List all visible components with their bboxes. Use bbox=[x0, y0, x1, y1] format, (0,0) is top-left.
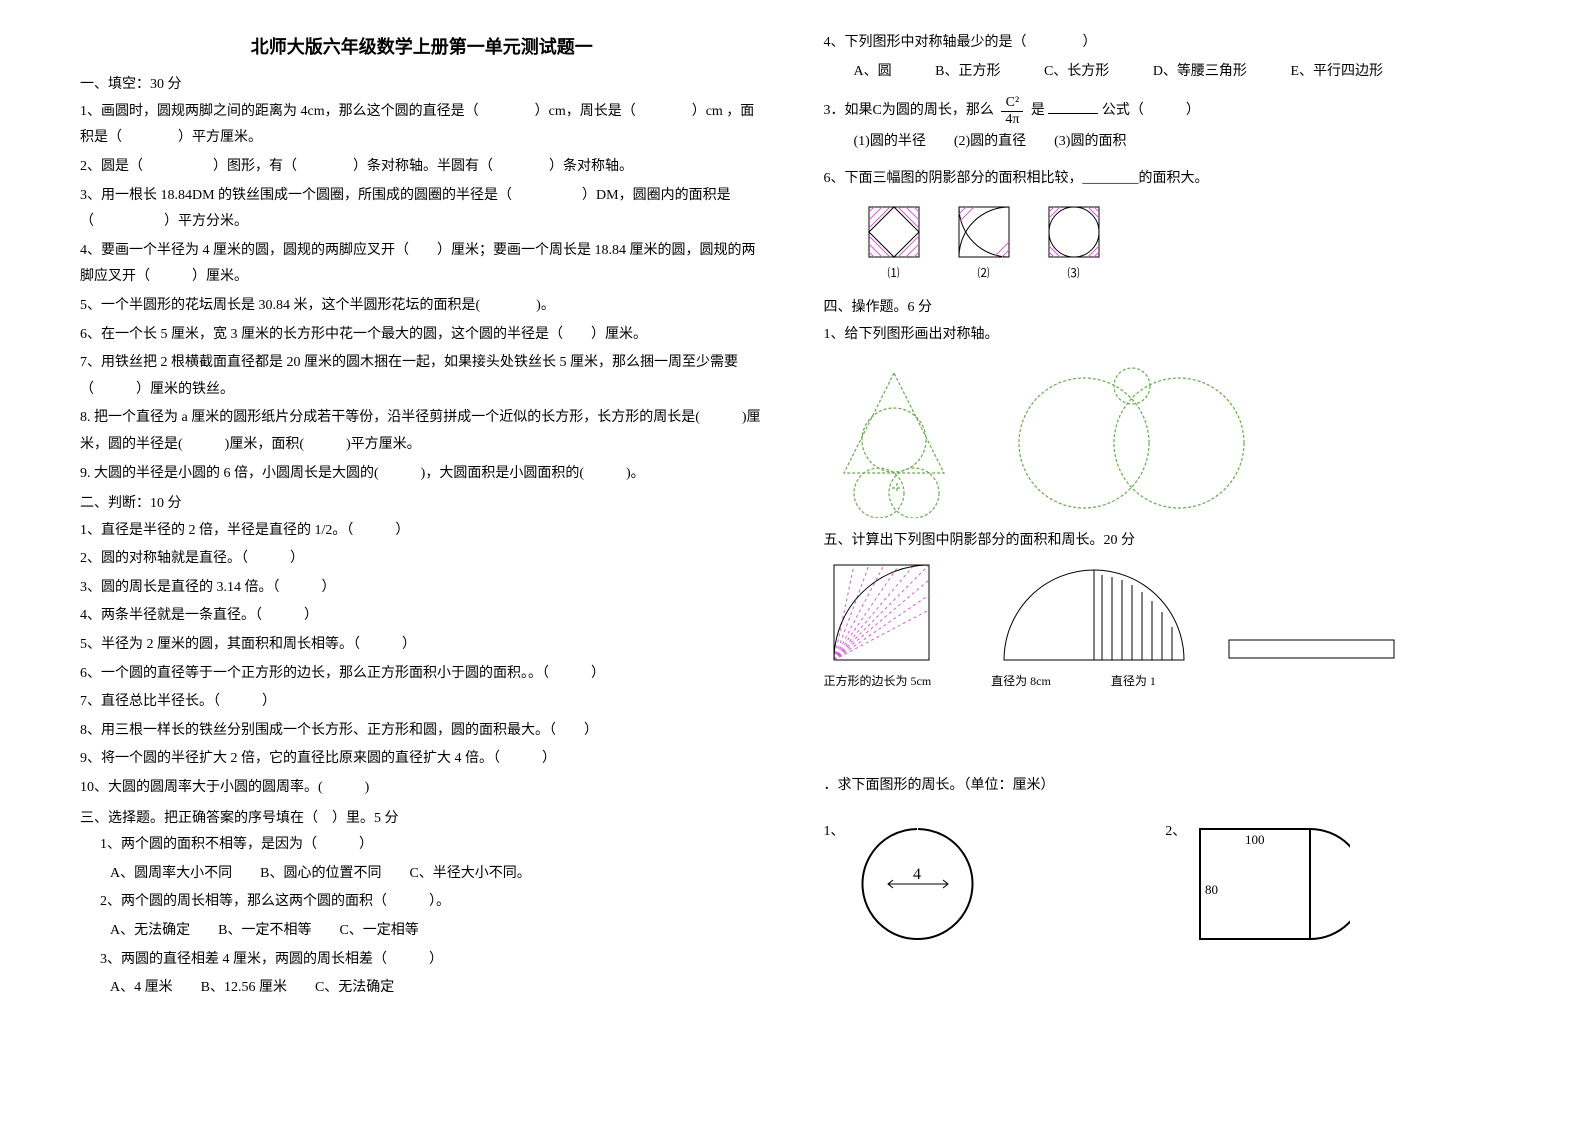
fig2-label: ⑵ bbox=[954, 262, 1014, 285]
fig-semicircle bbox=[994, 565, 1194, 665]
s2-q8: 8、用三根一样长的铁丝分别围成一个长方形、正方形和圆，圆的面积最大。（ ） bbox=[80, 718, 764, 745]
s2-q1: 1、直径是半径的 2 倍，半径是直径的 1/2。（ ） bbox=[80, 518, 764, 545]
s2-q5: 5、半径为 2 厘米的圆，其面积和周长相等。（ ） bbox=[80, 632, 764, 659]
s1-q4: 4、要画一个半径为 4 厘米的圆，圆规的两脚应叉开（ ）厘米；要画一个周长是 1… bbox=[80, 238, 764, 291]
opt-e: E、平行四边形 bbox=[1290, 64, 1383, 79]
shaded-figures bbox=[824, 555, 1508, 665]
s3-q4-opts: A、圆 B、正方形 C、长方形 D、等腰三角形 E、平行四边形 bbox=[824, 59, 1508, 86]
opt-a: A、圆 bbox=[854, 64, 892, 79]
perim-2-num: 2、 bbox=[1165, 824, 1186, 839]
s3-q5-opts: (1)圆的半径 (2)圆的直径 (3)圆的面积 bbox=[824, 129, 1508, 156]
perim-1: 1、 4 bbox=[824, 819, 1166, 949]
s2-q2: 2、圆的对称轴就是直径。（ ） bbox=[80, 546, 764, 573]
s3-q2-opts: A、无法确定 B、一定不相等 C、一定相等 bbox=[80, 918, 764, 945]
s1-q5: 5、一个半圆形的花坛周长是 30.84 米，这个半圆形花坛的面积是( )。 bbox=[80, 293, 764, 320]
dim-100: 100 bbox=[1245, 832, 1265, 847]
section-6-head: ．求下面图形的周长。（单位：厘米） bbox=[824, 773, 1508, 800]
left-column: 北师大版六年级数学上册第一单元测试题一 一、填空：30 分 1、画圆时，圆规两脚… bbox=[80, 30, 764, 1004]
cap1: 正方形的边长为 5cm bbox=[824, 670, 932, 693]
s1-q3: 3、用一根长 18.84DM 的铁丝围成一个圆圈，所围成的圆圈的半径是（ ）DM… bbox=[80, 183, 764, 236]
s3-q3: 3、两圆的直径相差 4 厘米，两圆的周长相差（ ） bbox=[80, 947, 764, 974]
s3-q3-opts: A、4 厘米 B、12.56 厘米 C、无法确定 bbox=[80, 975, 764, 1002]
s3-q5: 3．如果C为圆的周长，那么 C² 4π 是 公式（ ） bbox=[824, 95, 1508, 127]
s2-q7: 7、直径总比半径长。（ ） bbox=[80, 689, 764, 716]
s2-q6: 6、一个圆的直径等于一个正方形的边长，那么正方形面积小于圆的面积。。（ ） bbox=[80, 661, 764, 688]
q5-post: 是 bbox=[1031, 103, 1045, 118]
fig-square-fan bbox=[824, 555, 964, 665]
section-2-head: 二、判断：10 分 bbox=[80, 491, 764, 518]
section-4-head: 四、操作题。6 分 bbox=[824, 295, 1508, 322]
dim-4: 4 bbox=[913, 866, 921, 883]
cap2: 直径为 8cm bbox=[991, 670, 1051, 693]
dim-80: 80 bbox=[1205, 882, 1218, 897]
s1-q1: 1、画圆时，圆规两脚之间的距离为 4cm，那么这个圆的直径是（ ）cm，周长是（… bbox=[80, 99, 764, 152]
opt-d: D、等腰三角形 bbox=[1153, 64, 1247, 79]
opt-b: B、正方形 bbox=[935, 64, 1000, 79]
s3-q1-opts: A、圆周率大小不同 B、圆心的位置不同 C、半径大小不同。 bbox=[80, 861, 764, 888]
s4-q1: 1、给下列图形画出对称轴。 bbox=[824, 322, 1508, 349]
q6-figures: ⑴ ⑵ bbox=[864, 202, 1508, 285]
symmetry-figures bbox=[824, 358, 1508, 518]
s2-q9: 9、将一个圆的半径扩大 2 倍，它的直径比原来圆的直径扩大 4 倍。（ ） bbox=[80, 746, 764, 773]
fraction-icon: C² 4π bbox=[1001, 95, 1023, 127]
cap3: 直径为 1 bbox=[1111, 670, 1156, 693]
s1-q7: 7、用铁丝把 2 根横截面直径都是 20 厘米的圆木捆在一起，如果接头处铁丝长 … bbox=[80, 350, 764, 403]
fig1-label: ⑴ bbox=[864, 262, 924, 285]
fig-arcs: ⑵ bbox=[954, 202, 1014, 285]
perim-2: 2、 100 80 bbox=[1165, 819, 1507, 949]
blank-line bbox=[1048, 100, 1098, 114]
section-3-head: 三、选择题。把正确答案的序号填在（ ）里。5 分 bbox=[80, 806, 764, 833]
s3-q6: 6、下面三幅图的阴影部分的面积相比较，________的面积大。 bbox=[824, 166, 1508, 193]
s3-q1: 1、两个圆的面积不相等，是因为（ ） bbox=[80, 832, 764, 859]
q5-pre: 3．如果C为圆的周长，那么 bbox=[824, 103, 994, 118]
s1-q6: 6、在一个长 5 厘米，宽 3 厘米的长方形中花一个最大的圆，这个圆的半径是（ … bbox=[80, 322, 764, 349]
perimeter-figures: 1、 4 2、 100 80 bbox=[824, 819, 1508, 949]
fig-circle-square: ⑶ bbox=[1044, 202, 1104, 285]
doc-title: 北师大版六年级数学上册第一单元测试题一 bbox=[80, 30, 764, 64]
s1-q9: 9. 大圆的半径是小圆的 6 倍，小圆周长是大圆的( )，大圆面积是小圆面积的(… bbox=[80, 461, 764, 488]
frac-bot: 4π bbox=[1001, 112, 1023, 127]
fig-strip bbox=[1224, 635, 1404, 665]
right-column: 4、下列图形中对称轴最少的是（ ） A、圆 B、正方形 C、长方形 D、等腰三角… bbox=[824, 30, 1508, 1004]
fig3-label: ⑶ bbox=[1044, 262, 1104, 285]
figure-captions: 正方形的边长为 5cm 直径为 8cm 直径为 1 bbox=[824, 670, 1508, 693]
s2-q4: 4、两条半径就是一条直径。（ ） bbox=[80, 603, 764, 630]
opt-c: C、长方形 bbox=[1044, 64, 1109, 79]
s3-q4: 4、下列图形中对称轴最少的是（ ） bbox=[824, 30, 1508, 57]
s1-q8: 8. 把一个直径为 a 厘米的圆形纸片分成若干等份，沿半径剪拼成一个近似的长方形… bbox=[80, 405, 764, 458]
section-1-head: 一、填空：30 分 bbox=[80, 72, 764, 99]
perim-1-num: 1、 bbox=[824, 824, 845, 839]
fig-diamond: ⑴ bbox=[864, 202, 924, 285]
s2-q10: 10、大圆的圆周率大于小圆的圆周率。( ) bbox=[80, 775, 764, 802]
s1-q2: 2、圆是（ ）图形，有（ ）条对称轴。半圆有（ ）条对称轴。 bbox=[80, 154, 764, 181]
s3-q2: 2、两个圆的周长相等，那么这两个圆的面积（ ）。 bbox=[80, 889, 764, 916]
s2-q3: 3、圆的周长是直径的 3.14 倍。（ ） bbox=[80, 575, 764, 602]
section-5-head: 五、计算出下列图中阴影部分的面积和周长。20 分 bbox=[824, 528, 1508, 555]
frac-top: C² bbox=[1001, 95, 1023, 111]
q5-end: 公式（ ） bbox=[1102, 103, 1200, 118]
